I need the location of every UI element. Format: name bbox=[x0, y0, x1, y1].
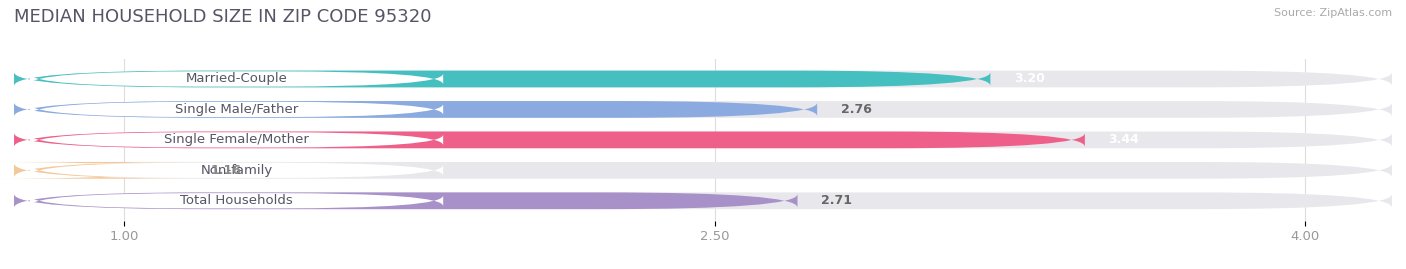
FancyBboxPatch shape bbox=[30, 102, 443, 117]
FancyBboxPatch shape bbox=[30, 132, 443, 147]
FancyBboxPatch shape bbox=[30, 71, 443, 87]
FancyBboxPatch shape bbox=[14, 192, 1392, 209]
Text: MEDIAN HOUSEHOLD SIZE IN ZIP CODE 95320: MEDIAN HOUSEHOLD SIZE IN ZIP CODE 95320 bbox=[14, 8, 432, 26]
Text: 2.71: 2.71 bbox=[821, 194, 852, 207]
Text: 1.16: 1.16 bbox=[211, 164, 242, 177]
FancyBboxPatch shape bbox=[14, 132, 1392, 148]
FancyBboxPatch shape bbox=[14, 70, 990, 87]
FancyBboxPatch shape bbox=[0, 162, 209, 179]
Text: Single Male/Father: Single Male/Father bbox=[174, 103, 298, 116]
FancyBboxPatch shape bbox=[14, 101, 1392, 118]
Text: 3.44: 3.44 bbox=[1108, 133, 1139, 146]
FancyBboxPatch shape bbox=[14, 162, 1392, 179]
FancyBboxPatch shape bbox=[14, 101, 817, 118]
Text: Source: ZipAtlas.com: Source: ZipAtlas.com bbox=[1274, 8, 1392, 18]
FancyBboxPatch shape bbox=[30, 193, 443, 208]
Text: Non-family: Non-family bbox=[201, 164, 273, 177]
FancyBboxPatch shape bbox=[30, 163, 443, 178]
Text: Single Female/Mother: Single Female/Mother bbox=[165, 133, 309, 146]
Text: 3.20: 3.20 bbox=[1014, 72, 1045, 86]
FancyBboxPatch shape bbox=[14, 70, 1392, 87]
FancyBboxPatch shape bbox=[14, 192, 797, 209]
Text: Total Households: Total Households bbox=[180, 194, 292, 207]
FancyBboxPatch shape bbox=[14, 132, 1085, 148]
Text: Married-Couple: Married-Couple bbox=[186, 72, 287, 86]
Text: 2.76: 2.76 bbox=[841, 103, 872, 116]
